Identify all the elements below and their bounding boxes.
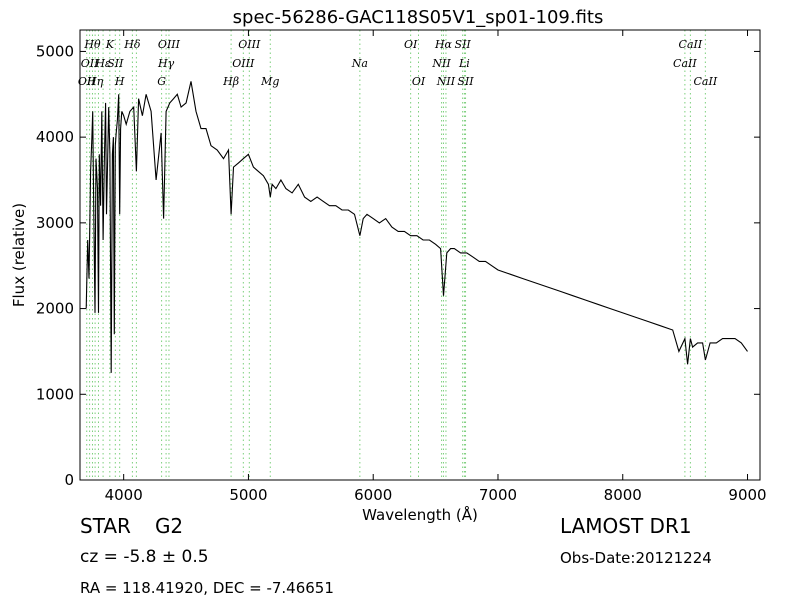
- line-label-26: SII: [457, 75, 474, 88]
- line-label-9: Hδ: [123, 38, 141, 51]
- line-label-17: Mg: [260, 75, 279, 88]
- line-label-28: CaII: [679, 38, 703, 51]
- x-tick-label-2: 6000: [354, 486, 392, 504]
- x-tick-label-4: 8000: [604, 486, 642, 504]
- line-label-20: OI: [412, 75, 426, 88]
- line-label-21: NII: [431, 57, 451, 70]
- line-label-23: NII: [436, 75, 456, 88]
- data-release: LAMOST DR1: [560, 514, 692, 538]
- y-tick-label-3: 3000: [36, 214, 74, 232]
- line-label-27: CaII: [673, 57, 697, 70]
- line-label-3: Hη: [86, 75, 104, 88]
- spectral-line-labels: OII OII Hθ Hη Hε K SII H Hδ G Hγ OIII Hβ OIII OIII Mg Na…: [78, 38, 718, 88]
- plot-frame: [79, 29, 761, 481]
- line-label-7: SII: [107, 57, 124, 70]
- chart-title: spec-56286-GAC118S05V1_sp01-109.fits: [233, 7, 604, 28]
- x-tick-label-5: 9000: [728, 486, 766, 504]
- object-subclass: G2: [154, 514, 184, 538]
- line-label-0: OII: [78, 75, 96, 88]
- line-label-22: Hα: [434, 38, 453, 51]
- line-label-19: OI: [404, 38, 418, 51]
- spectral-line-markers: [86, 30, 706, 480]
- y-tick-label-1: 1000: [36, 385, 74, 403]
- line-label-24: SII: [455, 38, 472, 51]
- line-label-11: G: [157, 75, 166, 88]
- object-class: STAR G2: [80, 514, 183, 538]
- spectrum-line: [85, 81, 748, 373]
- object-type: STAR: [80, 514, 131, 538]
- line-label-13: OIII: [158, 38, 181, 51]
- x-tick-label-1: 5000: [229, 486, 267, 504]
- line-label-25: Li: [458, 57, 470, 70]
- y-tick-label-0: 0: [64, 471, 74, 489]
- y-tick-label-4: 4000: [36, 128, 74, 146]
- line-label-18: Na: [351, 57, 368, 70]
- line-label-6: K: [105, 38, 115, 51]
- line-label-12: Hγ: [157, 57, 175, 70]
- line-label-15: OIII: [232, 57, 255, 70]
- x-tick-label-0: 4000: [105, 486, 143, 504]
- line-label-2: Hθ: [83, 38, 101, 51]
- line-label-1: OII: [81, 57, 99, 70]
- line-label-16: OIII: [238, 38, 261, 51]
- y-axis-label: Flux (relative): [10, 203, 28, 307]
- redshift-text: cz = -5.8 ± 0.5: [80, 547, 209, 567]
- x-axis-ticks: 4000 5000 6000 7000 8000 9000: [105, 30, 767, 504]
- line-label-5: Hε: [94, 57, 111, 70]
- observation-date: Obs-Date:20121224: [560, 549, 712, 567]
- x-tick-label-3: 7000: [479, 486, 517, 504]
- x-axis-label: Wavelength (Å): [362, 505, 478, 524]
- line-label-8: H: [114, 75, 125, 88]
- y-tick-label-2: 2000: [36, 300, 74, 318]
- y-tick-label-5: 5000: [36, 42, 74, 60]
- y-axis-ticks: 0 1000 2000 3000 4000 5000: [36, 42, 760, 489]
- coordinates-text: RA = 118.41920, DEC = -7.46651: [80, 579, 334, 597]
- line-label-14: Hβ: [222, 75, 239, 88]
- line-label-29: CaII: [694, 75, 718, 88]
